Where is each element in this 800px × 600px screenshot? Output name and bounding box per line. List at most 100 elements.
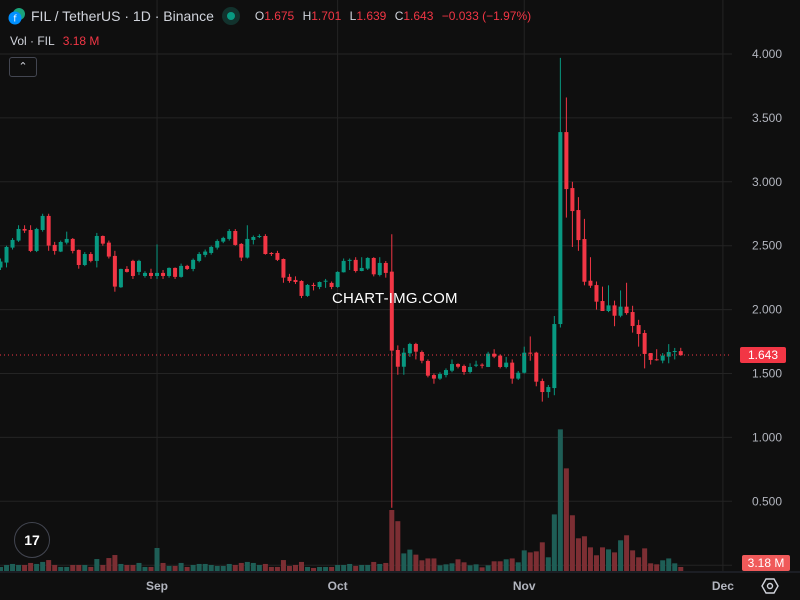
volume-bar [389,509,395,571]
candle [365,257,370,270]
candle-body [257,235,262,237]
candle-body [654,359,659,361]
candle-body [678,351,683,356]
volume-bar [431,558,437,571]
candle [594,281,599,310]
volume-bar [353,565,359,571]
volume-bar [485,565,491,571]
candle [46,213,51,251]
low-label: L [349,9,357,23]
candle [624,282,629,315]
candle [106,240,111,259]
candle-body [203,251,208,255]
candle [251,235,256,245]
settings-icon[interactable] [761,577,779,595]
volume-bar [371,561,377,571]
candle-body [227,231,232,239]
volume-bar [666,558,672,571]
candle-body [185,265,190,269]
candle [239,243,244,262]
volume-bar [118,563,124,571]
symbol-title[interactable]: FIL / TetherUS · 1D · Binance [31,8,214,24]
candle [546,385,551,398]
candle [678,347,683,356]
candle-body [456,364,461,367]
volume-bar [76,564,82,571]
time-axis[interactable]: Sep Oct Nov Dec [146,579,734,593]
volume-bar [395,521,401,571]
volume-bar [437,565,443,571]
high-label: H [302,9,312,23]
collapse-legend-button[interactable]: ⌃ [9,57,37,77]
candle-body [594,285,599,302]
candle [413,342,418,360]
fil-coin-icon: f [8,8,25,25]
candle-body [329,282,334,287]
chart-legend: f FIL / TetherUS · 1D · Binance O1.675 H… [8,7,531,25]
candle [118,268,123,288]
candle [642,330,647,369]
volume-bar [347,563,353,571]
volume-bar [58,566,64,571]
candle-body [209,246,214,253]
last-volume-label: 3.18 M [748,556,785,570]
volume-bar [34,563,40,571]
candle-body [245,238,250,258]
candle-body [582,239,587,282]
candle-body [142,272,147,276]
tradingview-logo-icon[interactable]: 17 [14,522,50,558]
volume-bar [575,538,581,571]
candle-body [34,228,39,251]
candle [227,229,232,241]
candle [576,197,581,251]
candle [275,250,280,262]
candle [28,225,33,253]
candle [329,281,334,290]
volume-bar [600,547,605,571]
candle [600,286,605,312]
volume-bar [154,547,160,571]
candle [570,181,575,247]
volume-bar [202,563,208,571]
volume-bar [648,563,654,571]
volume-bar [413,554,419,571]
candle [311,282,316,291]
candle-body [419,352,424,361]
volume-bar [46,560,52,571]
candle-body [552,324,557,389]
candle-body [106,242,111,257]
candle-body [149,272,153,276]
candle [468,363,473,374]
candle-body [317,281,322,287]
candle [395,345,400,375]
candle [504,356,509,369]
candle-body [534,352,539,382]
candle [263,234,268,255]
volume-bar [160,562,166,571]
candle-body [437,374,442,379]
candle-body [377,262,382,275]
volume-bar [449,563,455,571]
price-tick-label: 1.500 [752,367,782,381]
volume-bar [377,563,383,571]
candle-body [28,229,33,251]
candle-body [221,237,226,242]
candle [179,263,184,278]
candle-body [233,231,238,245]
candle-body [263,235,268,255]
last-price-badge [740,347,786,363]
volume-bar [280,560,286,571]
candle [64,231,69,245]
candle [353,257,358,273]
candle [456,363,461,369]
price-axis[interactable]: 0.500 1.000 1.500 2.000 2.500 3.000 3.500 4.000 [752,47,782,508]
volume-bar [190,564,196,571]
volume-bar [642,548,648,571]
volume-bar [624,535,630,571]
candle-body [672,351,677,353]
volume-bar [521,550,527,571]
volume-bar [473,564,479,571]
candle [197,252,202,263]
candle [407,342,412,357]
